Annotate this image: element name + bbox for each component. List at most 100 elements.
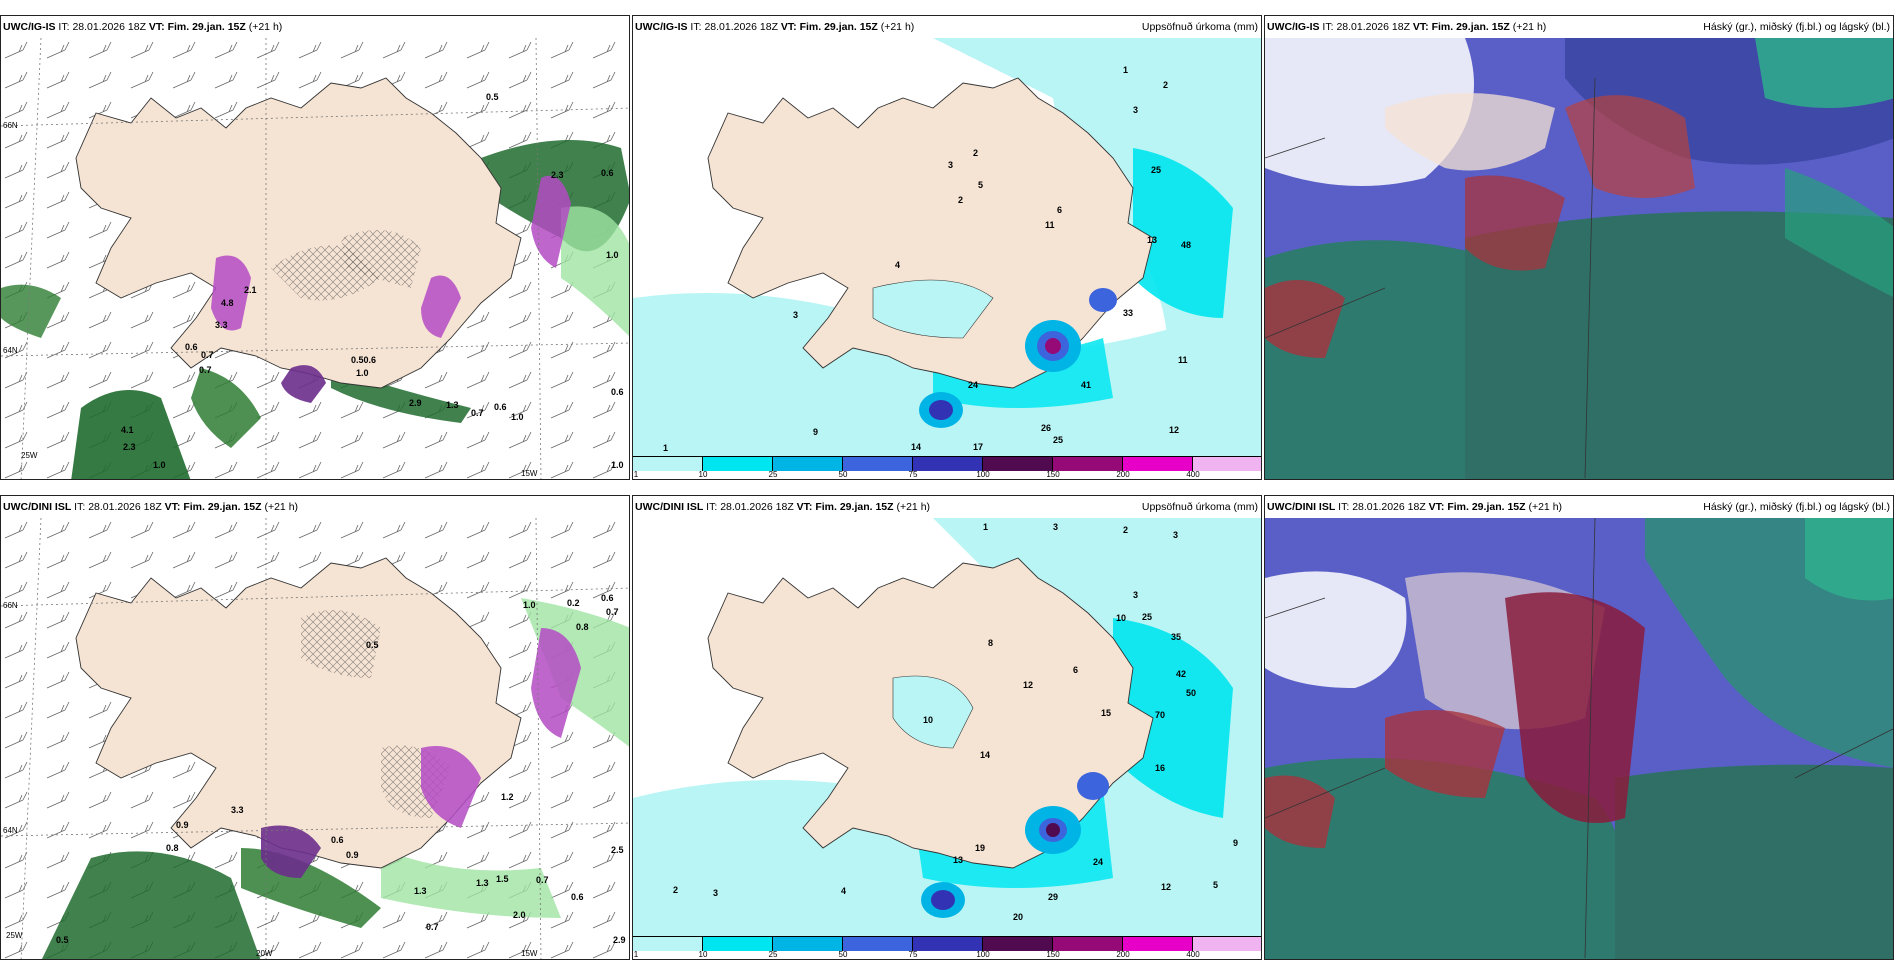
value-label: 2.9 (613, 935, 626, 945)
map-accum-precip: 1 3 2 3 3 10 10 8 6 12 25 35 42 50 70 15… (633, 518, 1261, 959)
colorbar-label: 150 (1046, 470, 1060, 479)
colorbar-label: 150 (1046, 950, 1060, 959)
colorbar-swatch (843, 457, 913, 471)
model-name: UWC/IG-IS (3, 21, 56, 33)
panel-subtitle: Háský (gr.), miðský (fj.bl.) og lágský (… (1703, 21, 1890, 33)
value-label: 0.6 (185, 342, 198, 352)
vt-label: VT: (796, 501, 813, 513)
it-label: IT: (74, 501, 86, 513)
colorbar-label: 25 (768, 470, 778, 479)
lon-label-15: 15W (521, 949, 538, 958)
colorbar-swatch (703, 937, 773, 951)
colorbar-label: 75 (908, 950, 918, 959)
panel-header: UWC/IG-IS IT: 28.01.2026 18Z VT: Fim. 29… (633, 16, 1261, 38)
lon-label-25: 25W (21, 451, 38, 460)
value-label: 1 (983, 522, 988, 532)
it-label: IT: (58, 21, 70, 33)
value-label: 13 (1147, 235, 1157, 245)
it-value: 28.01.2026 18Z (1336, 21, 1410, 33)
value-label: 0.5 (486, 92, 499, 102)
value-label: 0.5 (366, 640, 379, 650)
colorbar-label: 10 (698, 470, 708, 479)
value-label: 0.5 (56, 935, 69, 945)
value-label: 1.5 (496, 874, 509, 884)
value-label: 6 (1057, 205, 1062, 215)
value-label: 3.3 (231, 805, 244, 815)
map-canvas (1265, 38, 1893, 479)
colorbar-swatch (1123, 457, 1193, 471)
map-snow-wind: 66N 64N 25W 20W 15W 1.0 0.2 0.6 0.7 0.8 … (1, 518, 629, 959)
value-label: 3 (1053, 522, 1058, 532)
value-label: 11 (1178, 355, 1188, 365)
colorbar-labels: 1 10 25 50 75 100 150 200 400 (633, 950, 1261, 959)
colorbar-swatch (1193, 457, 1261, 471)
it-value: 28.01.2026 18Z (88, 501, 162, 513)
colorbar-label: 200 (1116, 950, 1130, 959)
value-label: 12 (1161, 882, 1171, 892)
panel-bottom-right-cloud: UWC/DINI ISL IT: 28.01.2026 18Z VT: Fim.… (1264, 495, 1894, 960)
value-label: 17 (973, 442, 983, 452)
vt-value: Fim. 29.jan. 15Z (167, 21, 246, 33)
vt-value: Fim. 29.jan. 15Z (183, 501, 262, 513)
lead-time: (+21 h) (248, 21, 283, 33)
colorbar-label: 50 (838, 950, 848, 959)
value-label: 0.2 (567, 598, 580, 608)
colorbar (633, 936, 1261, 959)
iceland-land (75, 77, 522, 389)
value-label: 33 (1123, 308, 1133, 318)
lon-label-25: 25W (6, 931, 23, 940)
colorbar-label: 400 (1186, 950, 1200, 959)
map-snow-wind: 66N 64N 25W 15W 0.5 2.3 0.6 1.0 2.1 4.8 … (1, 38, 629, 479)
value-label: 0.50.6 (351, 355, 376, 365)
value-label: 4.8 (221, 298, 234, 308)
value-label: 1.0 (523, 600, 536, 610)
value-label: 2.0 (513, 910, 526, 920)
model-name: UWC/DINI ISL (3, 501, 72, 513)
colorbar-swatch (1053, 937, 1123, 951)
value-label: 0.6 (331, 835, 344, 845)
lat-label-64: 64N (3, 346, 18, 355)
colorbar-label: 1 (633, 470, 639, 479)
model-name: UWC/DINI ISL (1267, 501, 1336, 513)
value-label: 9 (1233, 838, 1238, 848)
value-label: 24 (968, 380, 978, 390)
colorbar-label: 1 (633, 950, 639, 959)
value-label: 3 (948, 160, 953, 170)
value-label: 3.3 (215, 320, 228, 330)
value-label: 25 (1142, 612, 1152, 622)
colorbar-swatch (843, 937, 913, 951)
value-label: 0.6 (571, 892, 584, 902)
value-label: 0.7 (471, 408, 484, 418)
value-label: 16 (1155, 763, 1165, 773)
value-label: 10 (923, 715, 933, 725)
value-label: 6 (1073, 665, 1078, 675)
lat-label-66: 66N (3, 121, 18, 130)
value-label: 25 (1053, 435, 1063, 445)
value-label: 3 (793, 310, 798, 320)
lead-time: (+21 h) (264, 501, 299, 513)
value-label: 5 (978, 180, 983, 190)
value-label: 0.7 (199, 365, 212, 375)
colorbar-label: 200 (1116, 470, 1130, 479)
panel-header: UWC/DINI ISL IT: 28.01.2026 18Z VT: Fim.… (1, 496, 629, 518)
value-label: 0.7 (426, 922, 439, 932)
value-label: 25 (1151, 165, 1161, 175)
value-label: 0.6 (611, 387, 624, 397)
value-label: 14 (980, 750, 990, 760)
value-label: 1.0 (356, 368, 369, 378)
colorbar-swatch (1053, 457, 1123, 471)
value-label: 1.0 (611, 460, 624, 470)
snow-value-labels: 1.0 0.2 0.6 0.7 0.8 0.5 3.3 0.9 0.8 0.6 … (56, 593, 626, 945)
value-label: 1.3 (446, 400, 459, 410)
colorbar-swatch (913, 937, 983, 951)
colorbar-label: 50 (838, 470, 848, 479)
lon-label-15: 15W (521, 469, 538, 478)
model-name: UWC/IG-IS (635, 21, 688, 33)
value-label: 2 (958, 195, 963, 205)
vt-label: VT: (1412, 21, 1429, 33)
value-label: 1.3 (476, 878, 489, 888)
vt-label: VT: (1428, 501, 1445, 513)
lat-label-64: 64N (3, 826, 18, 835)
colorbar-label: 10 (698, 950, 708, 959)
value-label: 1.3 (414, 886, 427, 896)
